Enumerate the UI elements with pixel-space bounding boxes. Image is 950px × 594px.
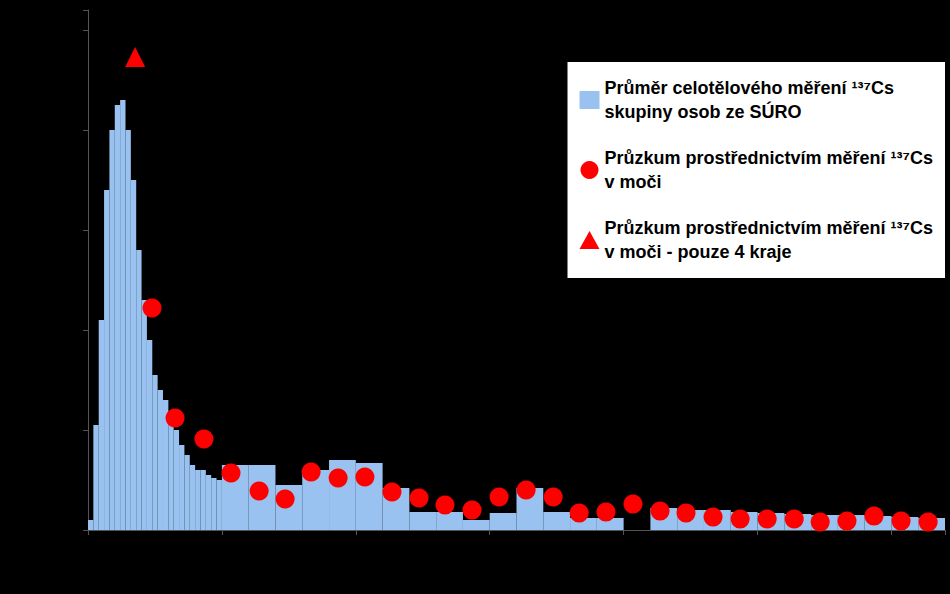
- svg-text:v moči: v moči: [605, 172, 662, 192]
- svg-text:v moči - pouze 4 kraje: v moči - pouze 4 kraje: [605, 242, 792, 262]
- svg-text:Průzkum prostřednictvím měření: Průzkum prostřednictvím měření ¹³⁷Cs: [605, 218, 934, 238]
- svg-text:Průzkum prostřednictvím měření: Průzkum prostřednictvím měření ¹³⁷Cs: [605, 148, 934, 168]
- svg-text:skupiny osob ze SÚRO: skupiny osob ze SÚRO: [605, 101, 802, 122]
- svg-text:Průměr celotělového měření ¹³⁷: Průměr celotělového měření ¹³⁷Cs: [605, 78, 895, 98]
